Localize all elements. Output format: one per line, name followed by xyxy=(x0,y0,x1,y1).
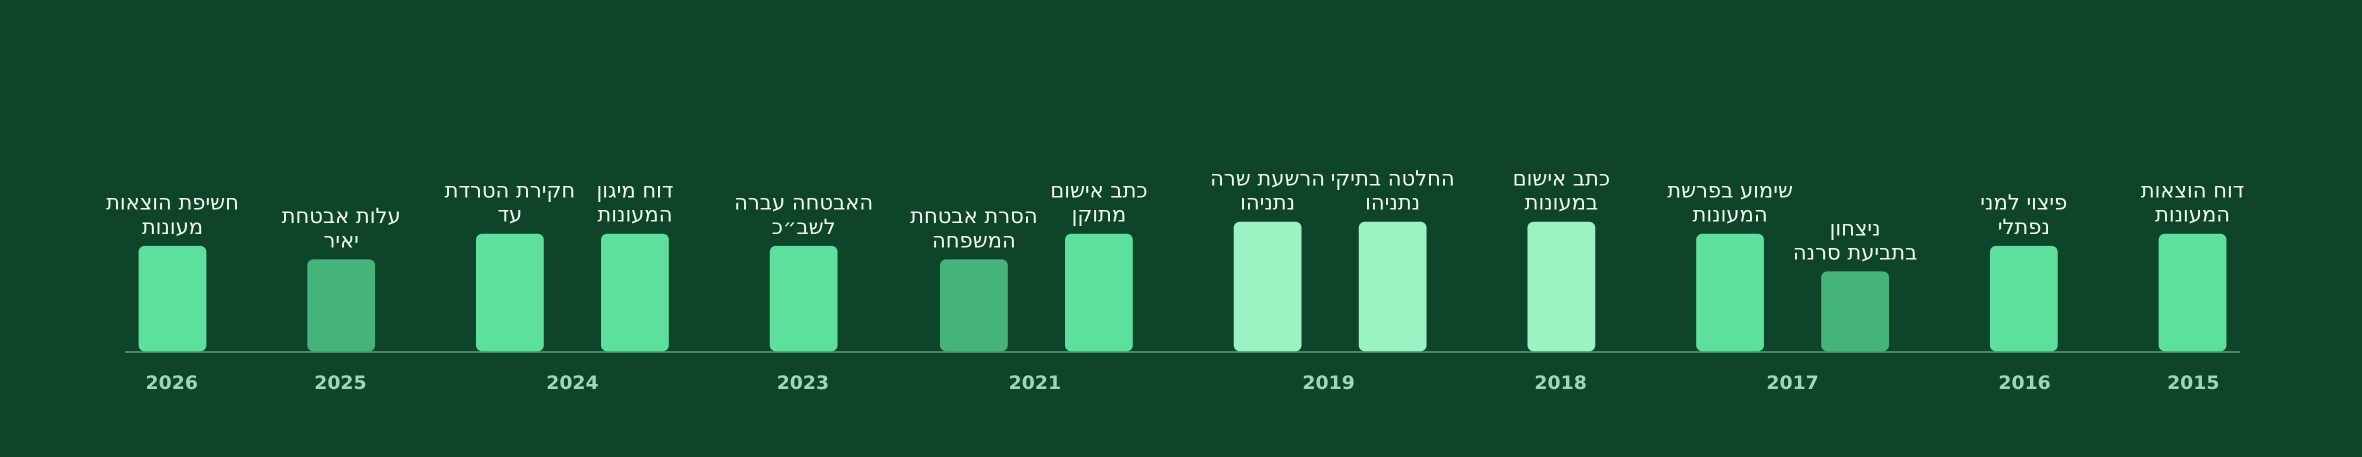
event-label: הסרת אבטחת xyxy=(910,203,1037,228)
event-bar xyxy=(769,245,838,352)
year-label: 2024 xyxy=(546,373,598,394)
event-label: כתב אישום xyxy=(1513,166,1610,191)
event-bar xyxy=(1233,221,1302,352)
event-label: המעונות xyxy=(1693,202,1768,227)
event-label: המעונות xyxy=(597,202,672,227)
event-label: חשיפת הוצאות xyxy=(106,190,239,215)
year-label: 2016 xyxy=(1998,373,2050,394)
year-label: 2021 xyxy=(1009,373,1061,394)
event-label: המעונות xyxy=(2155,202,2230,227)
event-label: נפתלי xyxy=(1998,214,2050,239)
event-label: במעונות xyxy=(1525,190,1598,215)
event-label: עד xyxy=(498,202,523,227)
year-label: 2023 xyxy=(777,373,829,394)
event-label: נתניהו xyxy=(1240,190,1295,215)
event-bar xyxy=(1527,221,1596,352)
event-label: דוח מיגון xyxy=(596,178,673,203)
year-label: 2018 xyxy=(1534,373,1586,394)
event-bar xyxy=(1821,271,1889,352)
event-bar xyxy=(601,233,669,352)
event-bar xyxy=(476,233,544,352)
event-label: מתוקן xyxy=(1072,202,1127,227)
event-bar xyxy=(1065,233,1133,352)
event-bar xyxy=(939,259,1008,352)
event-bar xyxy=(307,259,376,352)
year-label: 2017 xyxy=(1766,373,1818,394)
event-label: ניצחון xyxy=(1830,215,1881,240)
event-label: בתביעת סרנה xyxy=(1793,239,1917,264)
event-bar xyxy=(2158,233,2227,352)
event-label: עלות אבטחת xyxy=(282,203,401,228)
event-label: שימוע בפרשת xyxy=(1667,178,1793,203)
event-bar xyxy=(1358,221,1427,352)
event-label: האבטחה עברה xyxy=(734,190,873,215)
event-label: פיצוי למני xyxy=(1980,190,2067,215)
event-label: דוח הוצאות xyxy=(2141,178,2244,203)
year-label: 2026 xyxy=(146,373,198,394)
event-label: הרשעת שרה xyxy=(1210,166,1325,191)
event-label: מעונות xyxy=(142,214,203,239)
year-label: 2019 xyxy=(1302,373,1354,394)
event-bar xyxy=(1696,233,1764,352)
event-label: המשפחה xyxy=(932,227,1016,252)
event-bar xyxy=(138,245,207,352)
event-bar xyxy=(1989,245,2058,352)
event-label: כתב אישום xyxy=(1050,178,1147,203)
year-label: 2015 xyxy=(2167,373,2219,394)
event-label: חקירת הטרדת xyxy=(445,178,576,203)
year-label: 2025 xyxy=(314,373,366,394)
event-label: לשב״כ xyxy=(772,214,836,239)
event-label: החלטה בתיקי xyxy=(1331,166,1455,191)
event-label: נתניהו xyxy=(1365,190,1420,215)
event-label: יאיר xyxy=(323,227,358,252)
